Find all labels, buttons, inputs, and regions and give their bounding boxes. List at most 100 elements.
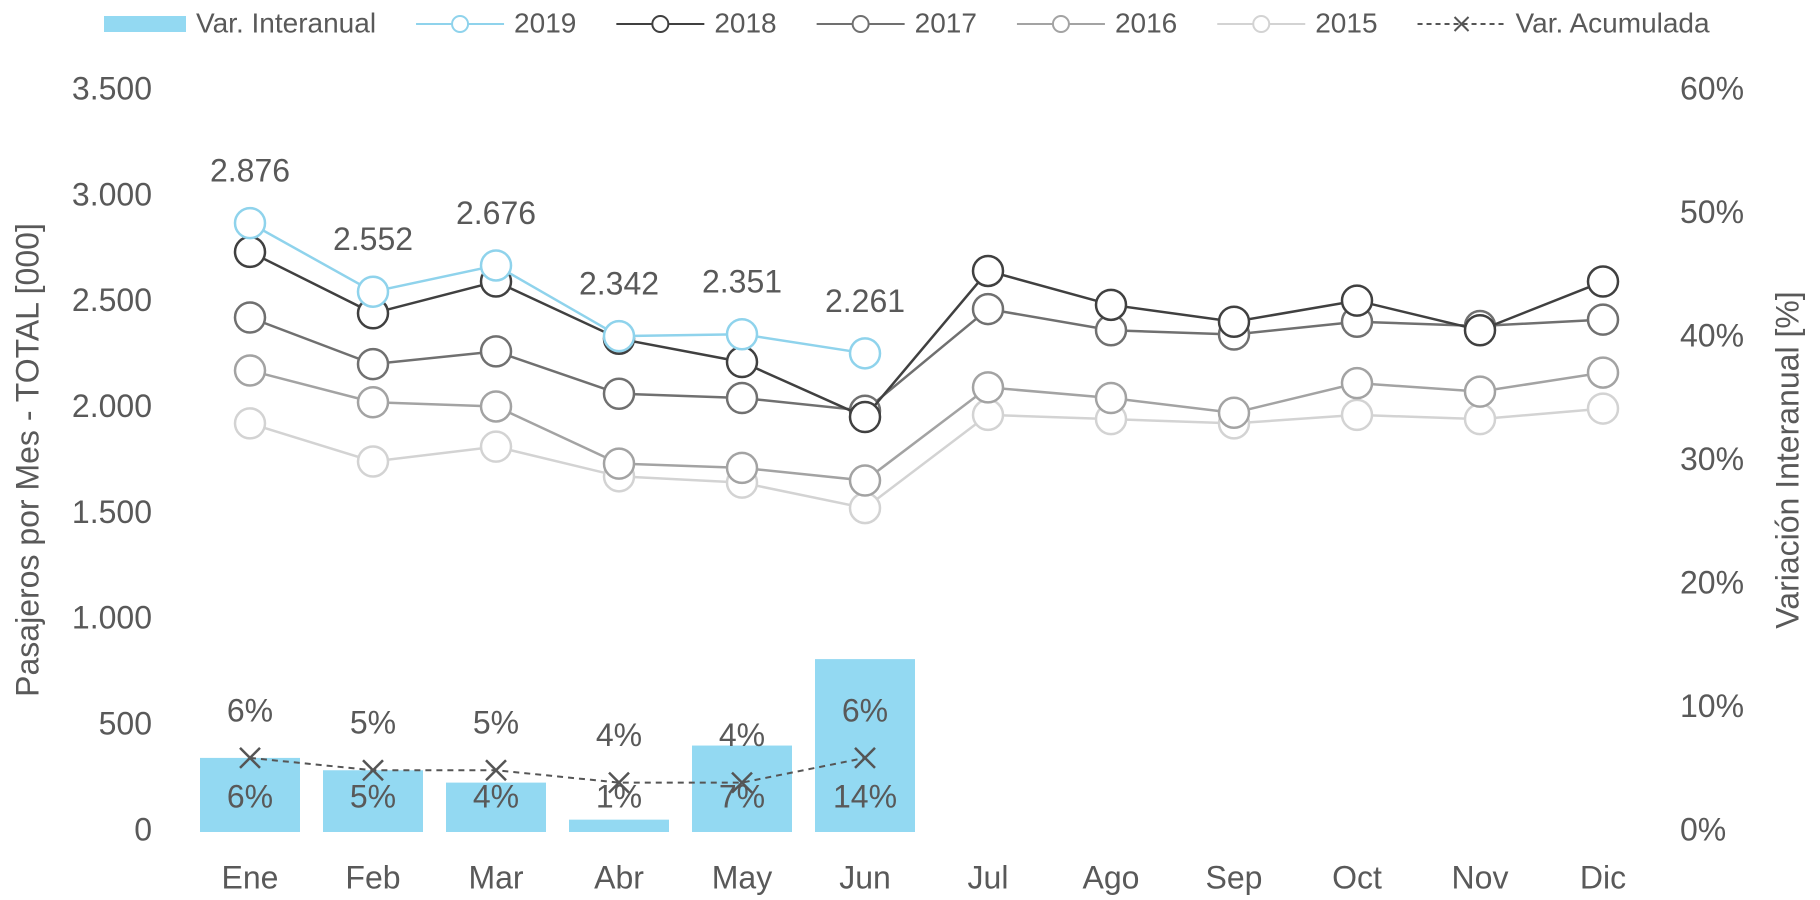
point (848, 400, 882, 434)
point (1463, 402, 1497, 436)
legend-item: 2018 (616, 7, 777, 38)
point (233, 354, 267, 387)
line (249, 407, 1604, 510)
point-label: 5% (350, 705, 396, 741)
point (479, 249, 513, 282)
point-label: 4% (596, 717, 642, 753)
point (356, 445, 390, 478)
x-tick-label: Dic (1580, 859, 1626, 895)
point (602, 377, 636, 411)
point (1217, 305, 1251, 339)
point (1586, 265, 1620, 298)
bar-label: 1% (596, 778, 642, 814)
bar (815, 659, 915, 832)
legend-label: 2016 (1115, 7, 1177, 38)
legend-swatch (104, 16, 186, 32)
legend-marker (1453, 16, 1470, 32)
y-tick-label: 500 (99, 706, 152, 742)
point (233, 301, 267, 334)
y-tick-label: 1.000 (72, 600, 152, 636)
bar (692, 745, 792, 832)
x-tick-label: May (712, 859, 772, 895)
y-tick-label: 1.500 (72, 494, 152, 530)
point (1586, 303, 1620, 336)
point (233, 206, 267, 240)
point-label: 2.876 (210, 153, 290, 189)
line (249, 222, 866, 355)
y-axis-title: Pasajeros por Mes - TOTAL [000] (9, 223, 45, 697)
line (249, 250, 1604, 419)
point (725, 345, 759, 379)
point (848, 464, 882, 497)
legend-item: 2015 (1217, 7, 1378, 38)
point-label: 4% (719, 717, 765, 753)
point (608, 771, 630, 794)
point (1340, 398, 1374, 432)
x-tick-label: Jul (968, 859, 1009, 895)
x-tick-label: Feb (345, 859, 400, 895)
point-label: 5% (473, 705, 519, 741)
point (1586, 356, 1620, 389)
point (602, 447, 636, 480)
point (1094, 381, 1128, 415)
point (362, 759, 384, 782)
point (356, 347, 390, 381)
point (725, 318, 759, 351)
x-tick-label: Sep (1206, 859, 1263, 895)
point (854, 747, 876, 769)
point (1586, 392, 1620, 425)
legend-marker (451, 15, 470, 33)
legend-label: 2018 (714, 7, 776, 38)
point (479, 335, 513, 368)
line (249, 369, 1604, 482)
point-label: 2.351 (702, 264, 782, 300)
legend-marker (851, 15, 870, 33)
line (249, 756, 866, 784)
point (479, 390, 513, 423)
point (971, 371, 1005, 404)
bar-label: 4% (473, 778, 519, 814)
y2-axis-title: Variación Interanual [%] (1769, 291, 1805, 628)
bar-label: 14% (833, 778, 897, 814)
legend-item: Var. Interanual (104, 7, 376, 38)
y2-tick-label: 0% (1680, 811, 1726, 847)
point (233, 235, 267, 269)
bar (323, 770, 423, 832)
bar-label: 6% (227, 778, 273, 814)
x-tick-label: Ago (1083, 859, 1140, 895)
legend-item: Var. Acumulada (1417, 7, 1710, 38)
y2-tick-label: 30% (1680, 441, 1744, 477)
y-tick-label: 3.000 (72, 176, 152, 212)
legend-item: 2019 (416, 7, 576, 38)
y-tick-label: 2.000 (72, 388, 152, 424)
point-label: 2.342 (579, 266, 659, 302)
point (725, 381, 759, 415)
legend-label: 2017 (915, 7, 977, 38)
point-label: 2.552 (333, 221, 413, 257)
point (731, 771, 753, 794)
point (1217, 396, 1251, 430)
legend-marker (651, 15, 670, 33)
legend-label: Var. Interanual (196, 7, 376, 38)
point (1463, 375, 1497, 408)
point (971, 398, 1005, 432)
legend-marker (1051, 15, 1070, 33)
point (356, 275, 390, 308)
y-tick-label: 0 (134, 811, 152, 847)
point (848, 337, 882, 370)
bar (200, 757, 300, 832)
bar-label: 7% (719, 778, 765, 814)
point-label: 2.676 (456, 195, 536, 231)
legend-item: 2017 (816, 7, 977, 38)
point-label: 6% (842, 692, 888, 728)
point (602, 319, 636, 353)
point (1340, 366, 1374, 400)
point (725, 451, 759, 485)
bar (446, 782, 546, 832)
point-label: 2.261 (825, 283, 905, 319)
y2-tick-label: 40% (1680, 317, 1744, 353)
point (848, 491, 882, 525)
legend-label: Var. Acumulada (1516, 7, 1710, 38)
legend-label: 2015 (1315, 7, 1377, 38)
point (356, 385, 390, 419)
